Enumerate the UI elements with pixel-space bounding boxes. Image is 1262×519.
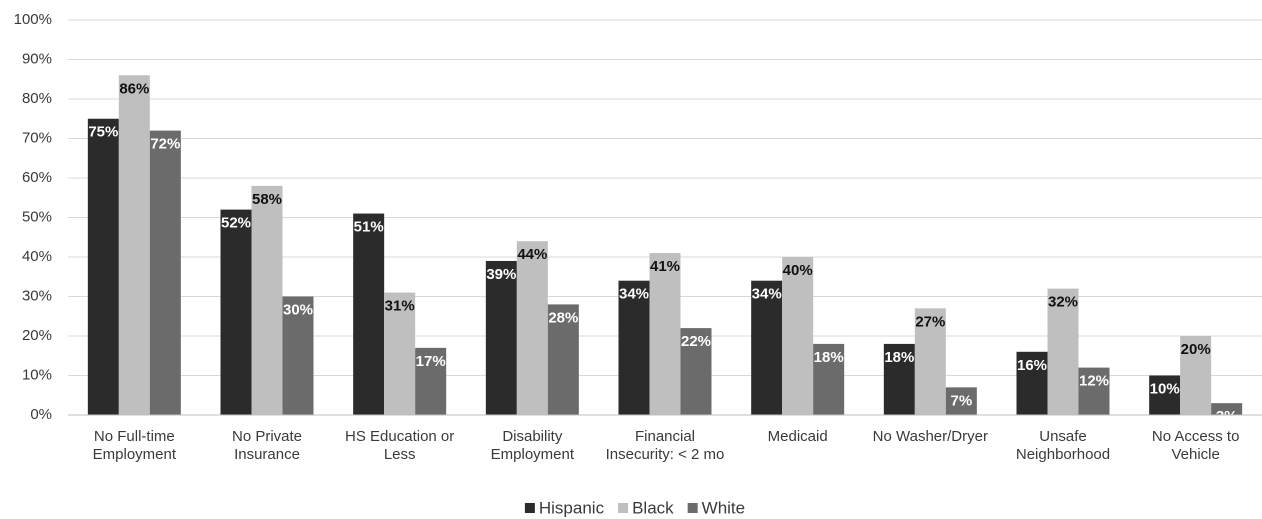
- value-label: 22%: [681, 333, 711, 350]
- bar: [1211, 403, 1243, 415]
- bar: [1180, 336, 1212, 415]
- value-label: 30%: [283, 301, 313, 318]
- bar: [516, 241, 548, 415]
- value-label: 16%: [1017, 357, 1047, 374]
- y-tick-label: 60%: [22, 169, 52, 186]
- bar: [415, 347, 447, 415]
- bar: [1078, 367, 1110, 415]
- value-label: 10%: [1150, 380, 1180, 397]
- value-label: 3%: [1216, 408, 1238, 425]
- y-tick-label: 80%: [22, 90, 52, 107]
- value-label: 41%: [650, 258, 680, 275]
- value-label: 17%: [416, 353, 446, 370]
- bar: [945, 387, 977, 415]
- bar: [149, 130, 181, 415]
- legend-label: Hispanic: [539, 498, 605, 517]
- value-label: 18%: [884, 349, 914, 366]
- bar: [220, 209, 252, 415]
- value-label: 20%: [1181, 341, 1211, 358]
- y-tick-label: 70%: [22, 129, 52, 146]
- bar: [1047, 288, 1079, 415]
- x-tick-label: Unsafe Neighborhood: [1015, 428, 1111, 463]
- bar: [547, 304, 579, 415]
- y-tick-label: 10%: [22, 366, 52, 383]
- bar: [384, 292, 416, 415]
- y-tick-label: 0%: [30, 406, 52, 423]
- bar: [782, 257, 814, 415]
- y-tick-label: 40%: [22, 248, 52, 265]
- bar: [883, 343, 915, 415]
- x-tick-label: No Private Insurance: [231, 428, 303, 463]
- x-tick-label: Financial Insecurity: < 2 mo: [605, 428, 725, 463]
- value-label: 51%: [354, 219, 384, 236]
- bar: [1016, 351, 1048, 415]
- value-label: 12%: [1079, 373, 1109, 390]
- value-label: 18%: [814, 349, 844, 366]
- bar: [1149, 375, 1181, 415]
- value-label: 72%: [150, 136, 180, 153]
- x-tick-label: No Washer/Dryer: [872, 428, 988, 445]
- y-tick-label: 90%: [22, 50, 52, 67]
- y-tick-label: 50%: [22, 208, 52, 225]
- bar: [251, 185, 283, 415]
- value-label: 75%: [88, 124, 118, 141]
- legend-swatch: [687, 503, 698, 513]
- bar: [914, 308, 946, 415]
- value-label: 27%: [915, 313, 945, 330]
- x-tick-label: HS Education or Less: [345, 428, 455, 463]
- legend-swatch: [524, 503, 535, 513]
- value-label: 58%: [252, 191, 282, 208]
- value-label: 39%: [486, 266, 516, 283]
- value-label: 34%: [619, 286, 649, 303]
- bar: [87, 118, 119, 415]
- x-tick-label: No Full-time Employment: [92, 428, 177, 463]
- y-tick-label: 100%: [14, 11, 52, 28]
- legend-label: Black: [632, 498, 674, 517]
- legend-swatch: [618, 503, 629, 513]
- x-tick-label: Disability Employment: [490, 428, 575, 463]
- bar: [649, 253, 681, 415]
- y-tick-label: 20%: [22, 327, 52, 344]
- value-label: 52%: [221, 215, 251, 232]
- bar: [282, 296, 314, 415]
- bar: [680, 328, 712, 415]
- value-label: 31%: [385, 298, 415, 315]
- bar: [485, 260, 517, 415]
- value-label: 28%: [548, 309, 578, 326]
- legend-label: White: [702, 498, 745, 517]
- value-label: 44%: [517, 246, 547, 263]
- value-label: 32%: [1048, 294, 1078, 311]
- bar: [118, 75, 150, 416]
- bar: [618, 280, 650, 415]
- y-tick-label: 30%: [22, 287, 52, 304]
- value-label: 86%: [119, 80, 149, 97]
- x-tick-label: Medicaid: [767, 428, 828, 445]
- value-label: 40%: [783, 262, 813, 279]
- value-label: 34%: [752, 286, 782, 303]
- bar: [353, 213, 385, 415]
- x-tick-label: No Access to Vehicle: [1151, 428, 1240, 463]
- value-label: 7%: [950, 392, 972, 409]
- bar: [813, 343, 845, 415]
- bar: [751, 280, 783, 415]
